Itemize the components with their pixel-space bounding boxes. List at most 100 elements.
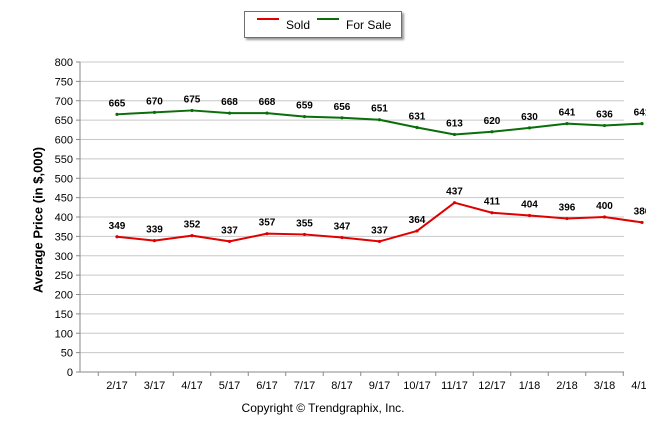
data-point-sold bbox=[115, 235, 119, 239]
data-point-for-sale bbox=[452, 132, 457, 137]
data-label-sold: 400 bbox=[596, 201, 613, 212]
x-tick-label-1-18: 1/18 bbox=[519, 380, 540, 392]
data-label-sold: 355 bbox=[296, 218, 313, 229]
y-tick-label-400: 400 bbox=[55, 212, 73, 224]
data-label-for-sale: 613 bbox=[446, 118, 463, 129]
data-point-for-sale bbox=[302, 115, 307, 119]
data-point-sold bbox=[452, 201, 457, 205]
data-point-sold bbox=[227, 239, 232, 244]
data-label-for-sale: 630 bbox=[521, 112, 538, 123]
x-tick-label-8-17: 8/17 bbox=[331, 380, 352, 392]
y-tick-label-100: 100 bbox=[55, 328, 73, 340]
data-label-for-sale: 668 bbox=[259, 97, 276, 108]
x-tick-label-6-17: 6/17 bbox=[256, 380, 277, 392]
data-point-for-sale bbox=[415, 125, 419, 130]
x-tick-label-11-17: 11/17 bbox=[441, 380, 468, 392]
data-point-sold bbox=[640, 220, 644, 225]
data-label-sold: 396 bbox=[559, 203, 576, 214]
data-point-sold bbox=[527, 213, 532, 218]
data-label-for-sale: 620 bbox=[484, 116, 501, 127]
x-tick-label-2-18: 2/18 bbox=[556, 380, 577, 392]
data-label-sold: 349 bbox=[109, 221, 126, 232]
data-label-for-sale: 631 bbox=[409, 111, 426, 122]
legend-label-sold: Sold bbox=[286, 18, 311, 32]
x-tick-label-3-18: 3/18 bbox=[594, 380, 615, 392]
y-tick-label-600: 600 bbox=[55, 135, 73, 147]
x-tick-label-7-17: 7/17 bbox=[294, 380, 315, 392]
data-label-for-sale: 665 bbox=[109, 98, 126, 109]
data-point-for-sale bbox=[602, 123, 607, 128]
data-point-sold bbox=[302, 232, 307, 237]
x-tick-label-10-17: 10/17 bbox=[403, 380, 431, 392]
data-point-for-sale bbox=[152, 110, 157, 114]
x-axis-ticks: 2/17 3/17 4/17 5/17 6/17 7/17 8/17 9/17 10/17 11/… bbox=[97, 372, 646, 392]
legend-label-for-sale: For Sale bbox=[346, 18, 392, 32]
copyright-footer: Copyright © Trendgraphix, Inc. bbox=[241, 401, 405, 415]
data-point-for-sale bbox=[227, 111, 232, 115]
data-label-sold: 411 bbox=[484, 197, 501, 208]
y-tick-label-500: 500 bbox=[55, 173, 73, 185]
data-point-for-sale bbox=[115, 112, 119, 116]
series-lines bbox=[115, 108, 644, 244]
y-tick-label-50: 50 bbox=[61, 348, 73, 360]
data-label-sold: 386 bbox=[634, 206, 646, 217]
x-tick-label-4-17: 4/17 bbox=[181, 380, 202, 392]
y-tick-label-300: 300 bbox=[55, 251, 73, 263]
data-point-sold bbox=[152, 239, 157, 243]
y-tick-label-0: 0 bbox=[67, 367, 73, 379]
data-point-for-sale bbox=[565, 122, 569, 126]
data-label-sold: 364 bbox=[409, 215, 426, 226]
data-label-sold: 347 bbox=[334, 222, 351, 233]
data-labels: 349 339 352 337 357 355 347 337 364 437 411 404 396 4… bbox=[109, 94, 646, 236]
y-tick-label-550: 550 bbox=[55, 154, 73, 166]
data-label-sold: 437 bbox=[446, 187, 463, 198]
data-point-for-sale bbox=[640, 122, 644, 126]
data-label-for-sale: 651 bbox=[371, 104, 388, 115]
data-point-for-sale bbox=[527, 126, 532, 130]
grid-lines bbox=[80, 61, 624, 354]
x-tick-label-2-17: 2/17 bbox=[106, 380, 127, 392]
data-label-for-sale: 641 bbox=[559, 108, 576, 119]
y-axis-ticks: 0 50 100 150 200 250 300 350 400 450 500 550 600 650 7… bbox=[55, 57, 80, 379]
y-tick-label-200: 200 bbox=[55, 290, 73, 302]
y-tick-label-700: 700 bbox=[55, 96, 73, 108]
data-point-sold bbox=[602, 215, 607, 219]
x-tick-label-12-17: 12/17 bbox=[478, 380, 506, 392]
data-point-sold bbox=[565, 216, 569, 221]
data-label-for-sale: 670 bbox=[146, 96, 163, 107]
y-tick-label-650: 650 bbox=[55, 115, 73, 127]
x-tick-label-9-17: 9/17 bbox=[369, 380, 390, 392]
data-point-for-sale bbox=[340, 116, 344, 120]
data-point-sold bbox=[190, 234, 194, 238]
y-tick-label-150: 150 bbox=[55, 309, 73, 321]
data-label-sold: 337 bbox=[371, 225, 388, 236]
data-label-for-sale: 641 bbox=[634, 108, 646, 119]
data-label-sold: 339 bbox=[146, 225, 163, 236]
data-point-sold bbox=[340, 235, 344, 240]
data-label-for-sale: 675 bbox=[184, 94, 201, 105]
y-tick-label-350: 350 bbox=[55, 231, 73, 243]
data-label-for-sale: 659 bbox=[296, 101, 313, 112]
x-tick-label-3-17: 3/17 bbox=[144, 380, 165, 392]
data-label-for-sale: 668 bbox=[221, 97, 238, 108]
data-point-sold bbox=[377, 239, 382, 244]
y-tick-label-750: 750 bbox=[55, 76, 73, 88]
data-point-for-sale bbox=[190, 108, 194, 113]
y-axis-label: Average Price (in $,000) bbox=[30, 146, 46, 294]
legend-swatch-sold bbox=[257, 18, 279, 20]
data-point-for-sale bbox=[490, 130, 494, 134]
data-point-for-sale bbox=[377, 118, 382, 122]
data-label-for-sale: 636 bbox=[596, 110, 613, 121]
data-label-sold: 352 bbox=[184, 220, 201, 231]
legend-swatch-for-sale bbox=[317, 18, 339, 20]
data-point-sold bbox=[415, 229, 419, 233]
data-label-for-sale: 656 bbox=[334, 102, 351, 113]
x-tick-label-4-18: 4/18 bbox=[631, 380, 646, 392]
data-point-sold bbox=[490, 211, 494, 215]
legend: Sold For Sale bbox=[244, 11, 402, 38]
y-tick-label-800: 800 bbox=[55, 57, 73, 69]
y-tick-label-250: 250 bbox=[55, 270, 73, 282]
y-tick-label-450: 450 bbox=[55, 193, 73, 205]
data-point-sold bbox=[265, 232, 269, 236]
